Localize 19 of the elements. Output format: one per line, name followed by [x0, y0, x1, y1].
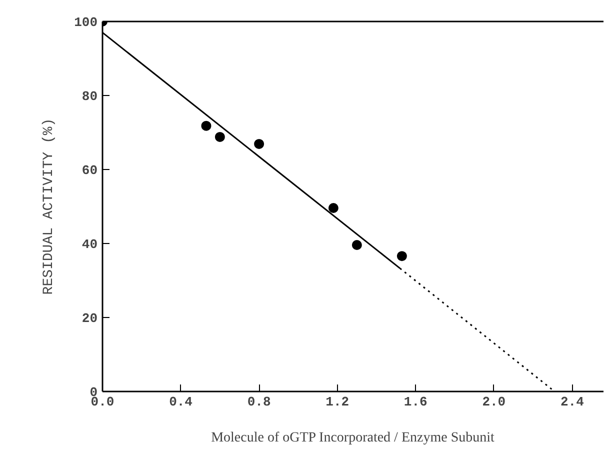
x-tick-label: 0.4 [169, 394, 193, 410]
point [214, 132, 225, 142]
y-tick-label: 60 [82, 163, 98, 178]
point [201, 120, 212, 131]
y-tick-label: 100 [74, 15, 98, 30]
x-tick-label: 1.2 [326, 394, 350, 410]
point [352, 240, 362, 250]
x-axis-title: Molecule of oGTP Incorporated / Enzyme Subunit [211, 430, 494, 446]
point [328, 202, 338, 213]
point [254, 138, 264, 149]
y-axis-title: RESIDUAL ACTIVITY (%) [41, 118, 58, 295]
y-tick-label: 40 [82, 237, 98, 252]
y-tick-label: 20 [82, 311, 98, 326]
point [396, 251, 407, 262]
x-tick-label: 1.6 [404, 394, 428, 410]
y-tick-label: 80 [82, 89, 98, 104]
x-tick-label: 0.8 [247, 394, 271, 410]
x-tick-label: 2.4 [560, 394, 584, 410]
x-tick-label: 2.0 [482, 394, 506, 410]
